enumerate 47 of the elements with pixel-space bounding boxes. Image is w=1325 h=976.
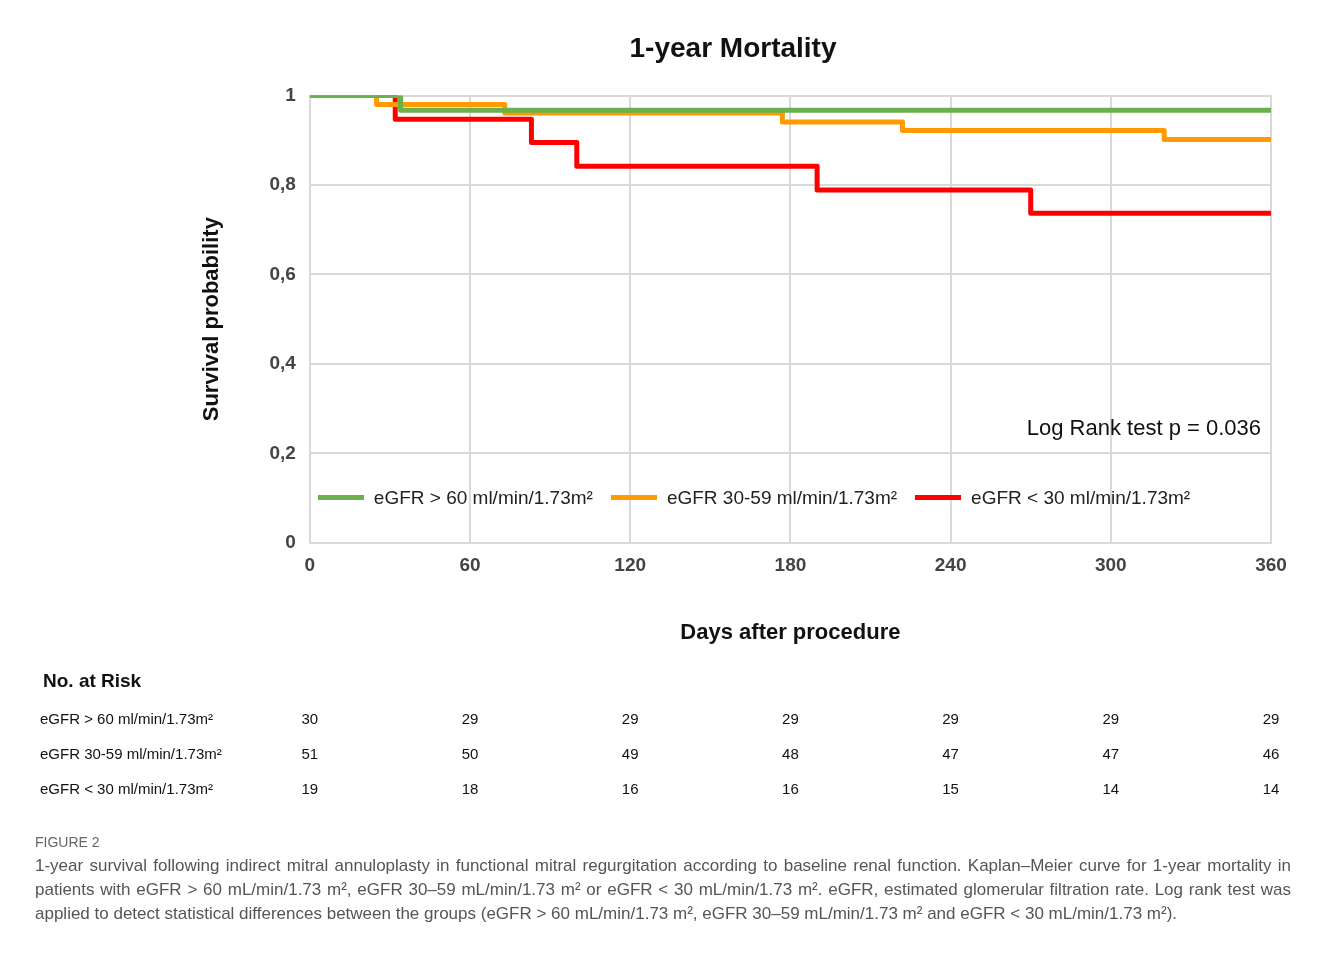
text: 14 [1102,780,1120,797]
text: 49 [621,745,639,762]
text: 29 [1102,710,1120,727]
text: eGFR < 30 ml/min/1.73m² [40,780,213,797]
x-tick-label: 240 [934,554,967,576]
text: 29 [942,710,959,727]
text: 47 [1102,745,1120,762]
text: eGFR > 60 ml/min/1.73m² [40,710,213,727]
x-tick-label: 120 [614,554,647,576]
text: 18 [461,780,479,797]
legend-label: eGFR 30-59 ml/min/1.73m² [666,486,898,509]
y-tick-label: 1 [285,83,297,105]
x-tick-label: 180 [774,554,807,576]
text: 29 [1262,710,1280,727]
text: 50 [461,745,479,762]
text: 1-year survival following indirect mitral annuloplasty in functional mitral regurgitation according to baseline renal function. Kaplan–Meier curve for 1-year mortality in patients with eGFR > 60 mL/min/1.73 m², eGFR 30–59 mL/min/1.73 m² or eGFR < 30 mL/min/1.73 m². eGFR, estimated glomerular filtration rate. Log rank test was applied to detect statistical differences between the groups (eGFR > 60 mL/min/1.73 m², eGFR 30–59 mL/min/1.73 m² and eGFR < 30 mL/min/1.73 m²). [35,855,1291,925]
legend-label: eGFR < 30 ml/min/1.73m² [971,486,1191,509]
y-tick-label: 0,8 [269,173,296,195]
annotation: Log Rank test p = 0.036 [1026,414,1261,440]
x-tick-label: 0 [304,554,316,576]
text: 15 [942,780,959,797]
y-tick-label: 0,4 [269,352,297,374]
text: 19 [301,780,319,797]
y-axis-title: Survival probability [198,216,224,422]
x-tick-label: 360 [1255,554,1287,576]
text: No. at Risk [43,670,142,692]
text: 30 [301,710,319,727]
text: 16 [782,780,799,797]
x-tick-label: 60 [459,554,481,576]
legend-label: eGFR > 60 ml/min/1.73m² [373,486,593,509]
y-tick-label: 0 [285,531,296,553]
y-tick-label: 0,2 [269,441,296,463]
text: 29 [621,710,639,727]
text: 48 [782,745,799,762]
chart-title: 1-year Mortality [629,31,837,63]
x-axis-title: Days after procedure [680,618,901,644]
text: 14 [1262,780,1280,797]
text: eGFR 30-59 ml/min/1.73m² [40,745,222,762]
text: 51 [301,745,319,762]
x-tick-label: 300 [1094,554,1127,576]
text: 29 [782,710,799,727]
y-tick-label: 0,6 [269,262,296,284]
text: 47 [942,745,959,762]
text: 29 [461,710,479,727]
caption: FIGURE 2 [35,833,101,852]
text: 46 [1262,745,1280,762]
text: 16 [621,780,639,797]
